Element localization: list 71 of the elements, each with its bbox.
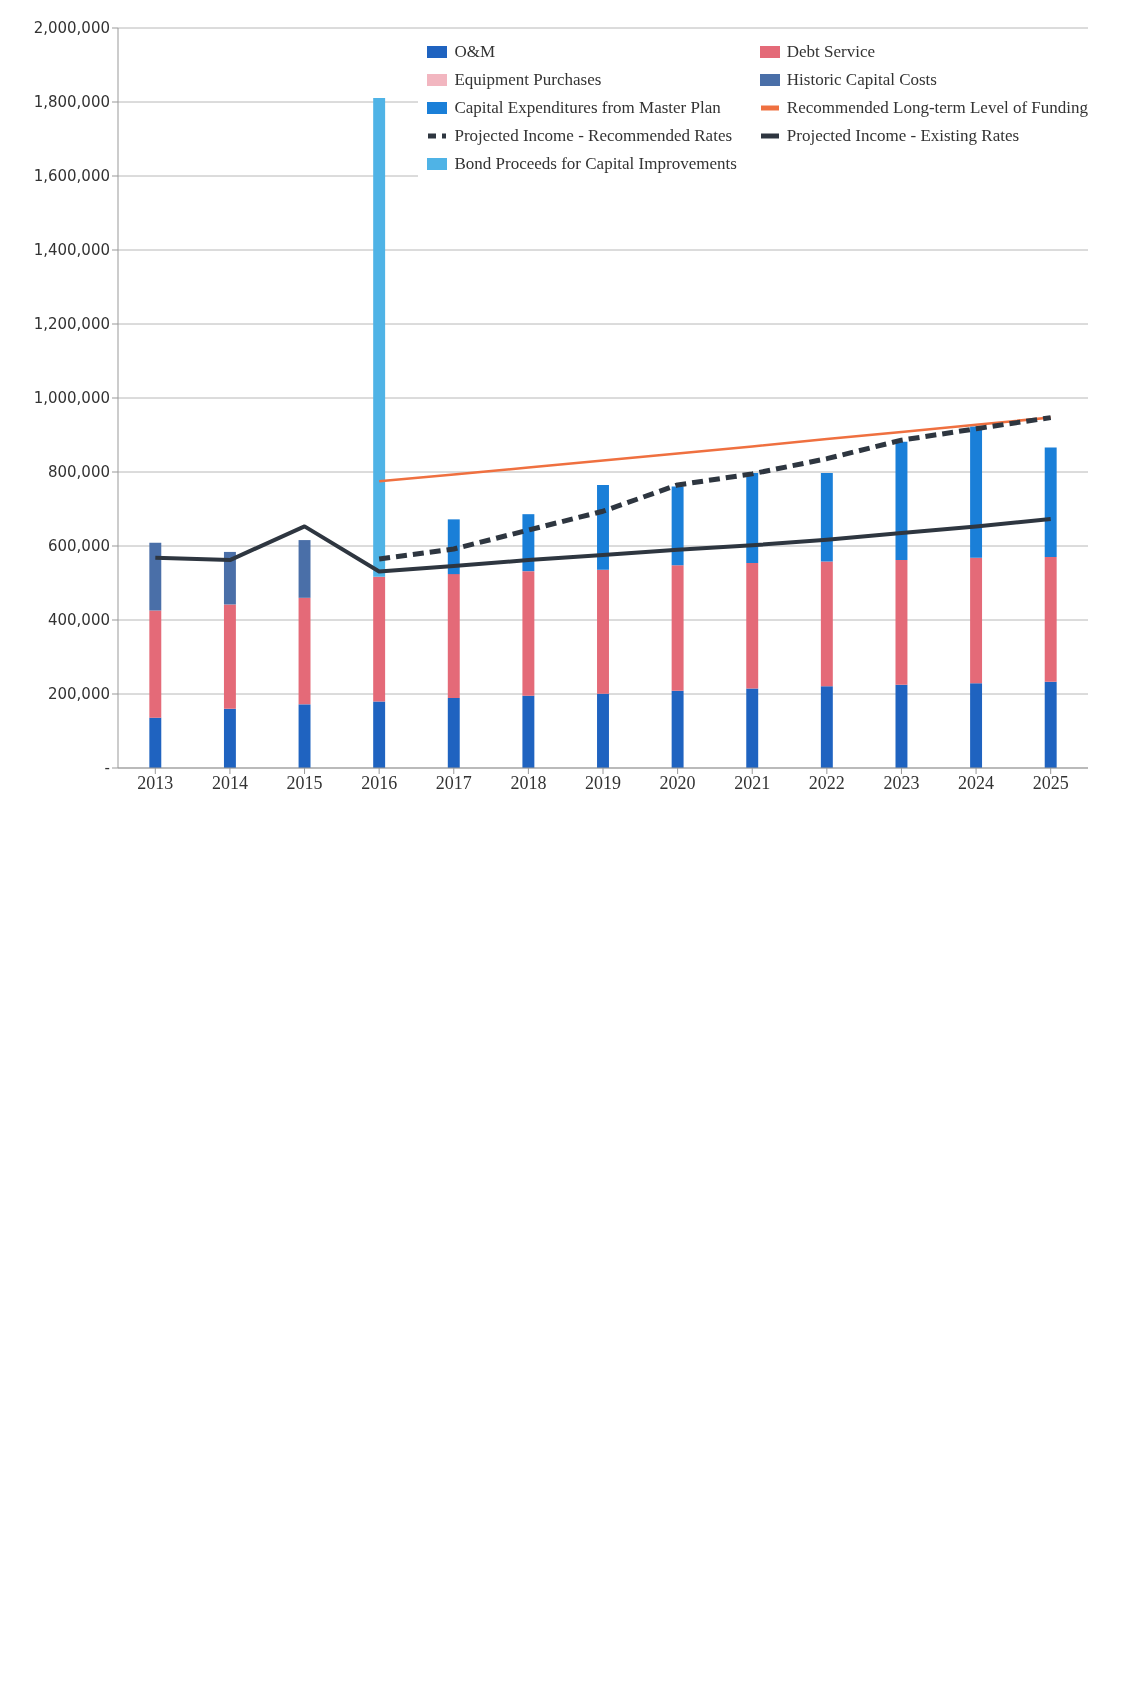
bar [1044, 447, 1057, 558]
bar [970, 557, 983, 684]
bar [820, 561, 833, 687]
bar [373, 701, 386, 768]
bar [298, 540, 311, 598]
bar [447, 698, 460, 768]
y-tick-label: 600,000 [47, 537, 110, 556]
bar [223, 604, 236, 709]
legend-label: Bond Proceeds for Capital Improvements [454, 154, 737, 174]
x-tick-label: 2023 [883, 772, 920, 793]
x-tick-label: 2014 [211, 772, 248, 793]
bar [597, 693, 609, 768]
bar [970, 683, 983, 768]
x-tick-label: 2013 [137, 772, 174, 793]
y-tick-label: 800,000 [47, 463, 110, 482]
legend-label: Projected Income - Recommended Rates [454, 126, 733, 146]
y-tick-label: - [104, 759, 110, 778]
legend-label: Projected Income - Existing Rates [786, 126, 1020, 146]
bar [149, 542, 162, 611]
bar [597, 484, 609, 570]
bar [895, 684, 908, 768]
x-tick-label: 2024 [958, 772, 995, 793]
x-tick-label: 2022 [808, 772, 845, 793]
bar [149, 610, 162, 718]
x-tick-label: 2018 [510, 772, 547, 793]
bar [149, 717, 162, 768]
bar [298, 597, 311, 705]
bar [223, 708, 236, 768]
y-tick-label: 1,200,000 [33, 315, 110, 334]
bar [522, 571, 535, 696]
y-tick-label: 1,000,000 [33, 389, 110, 408]
legend-label: O&M [454, 42, 496, 62]
bar [373, 97, 386, 577]
legend-label: Capital Expenditures from Master Plan [454, 98, 721, 118]
bar [298, 704, 311, 768]
bar [1044, 557, 1057, 682]
legend-label: Debt Service [786, 42, 876, 62]
bar [895, 441, 908, 561]
legend-label: Recommended Long-term Level of Funding [786, 98, 1088, 118]
legend-label: Equipment Purchases [454, 70, 602, 90]
x-tick-label: 2025 [1032, 772, 1069, 793]
bar [895, 560, 908, 685]
x-tick-label: 2019 [585, 772, 621, 793]
bar [820, 686, 833, 768]
bar [671, 486, 684, 566]
y-tick-label: 1,600,000 [33, 167, 110, 186]
bar [746, 473, 759, 564]
bar [373, 576, 386, 702]
bar [597, 569, 609, 694]
bar [447, 574, 460, 699]
y-tick-label: 1,400,000 [33, 241, 110, 260]
x-tick-label: 2015 [286, 772, 323, 793]
y-tick-label: 200,000 [47, 685, 110, 704]
line-series [153, 516, 1053, 574]
y-tick-label: 400,000 [47, 611, 110, 630]
bar [970, 426, 983, 558]
bar [1044, 681, 1057, 768]
x-tick-label: 2020 [659, 772, 696, 793]
x-tick-label: 2016 [361, 772, 398, 793]
x-tick-label: 2017 [435, 772, 472, 793]
y-tick-label: 2,000,000 [33, 19, 110, 38]
bar [820, 473, 833, 562]
bar [223, 551, 236, 605]
bar [746, 688, 759, 768]
legend-label: Historic Capital Costs [786, 70, 937, 90]
bar [522, 695, 535, 768]
bar [746, 563, 759, 689]
bar [671, 565, 684, 691]
x-tick-label: 2021 [734, 772, 771, 793]
bar [671, 690, 684, 768]
y-tick-label: 1,800,000 [33, 93, 110, 112]
